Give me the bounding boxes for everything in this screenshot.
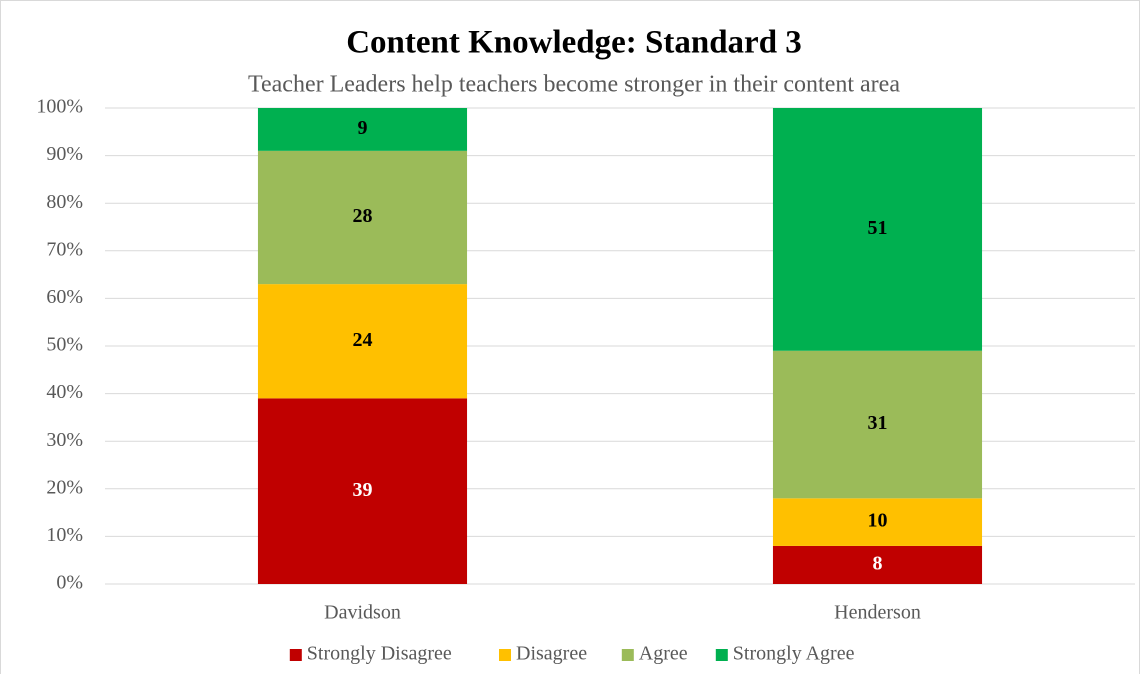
data-label: 24	[353, 329, 373, 351]
y-tick-label: 60%	[46, 286, 83, 308]
bar-segment	[257, 284, 468, 399]
legend-swatch	[715, 649, 728, 661]
y-tick-label: 50%	[46, 334, 83, 356]
bar-segment	[257, 150, 468, 285]
data-label: 28	[353, 205, 373, 227]
y-tick-label: 100%	[36, 96, 83, 118]
y-tick-label: 70%	[46, 238, 83, 260]
y-tick-label: 10%	[46, 524, 83, 546]
legend-label: Strongly Disagree	[307, 643, 452, 665]
legend-swatch	[621, 649, 634, 661]
y-tick-label: 90%	[46, 143, 83, 165]
data-label: 8	[873, 553, 883, 575]
data-label: 39	[353, 479, 373, 501]
bar-segment	[772, 498, 983, 546]
y-tick-label: 30%	[46, 429, 83, 451]
bar-segment	[772, 350, 983, 499]
data-label: 9	[358, 117, 368, 139]
x-tick-label: Davidson	[324, 602, 401, 624]
data-label: 51	[868, 217, 888, 239]
legend-swatch	[289, 649, 302, 661]
data-label: 10	[868, 510, 888, 532]
data-label: 31	[868, 412, 888, 434]
y-tick-label: 0%	[56, 572, 83, 594]
bar-segment	[772, 545, 983, 584]
bar-segment	[257, 108, 468, 151]
chart-title: Content Knowledge: Standard 3	[346, 25, 802, 61]
legend-swatch	[499, 649, 511, 661]
y-tick-label: 40%	[46, 381, 83, 403]
legend-label: Disagree	[516, 643, 587, 665]
bar-segment	[257, 398, 468, 584]
legend-label: Strongly Agree	[733, 643, 855, 665]
bar-segment	[772, 108, 983, 351]
legend-label: Agree	[639, 643, 688, 665]
x-tick-label: Henderson	[834, 602, 921, 624]
y-tick-label: 80%	[46, 191, 83, 213]
y-tick-label: 20%	[46, 476, 83, 498]
chart-subtitle: Teacher Leaders help teachers become str…	[248, 72, 900, 98]
